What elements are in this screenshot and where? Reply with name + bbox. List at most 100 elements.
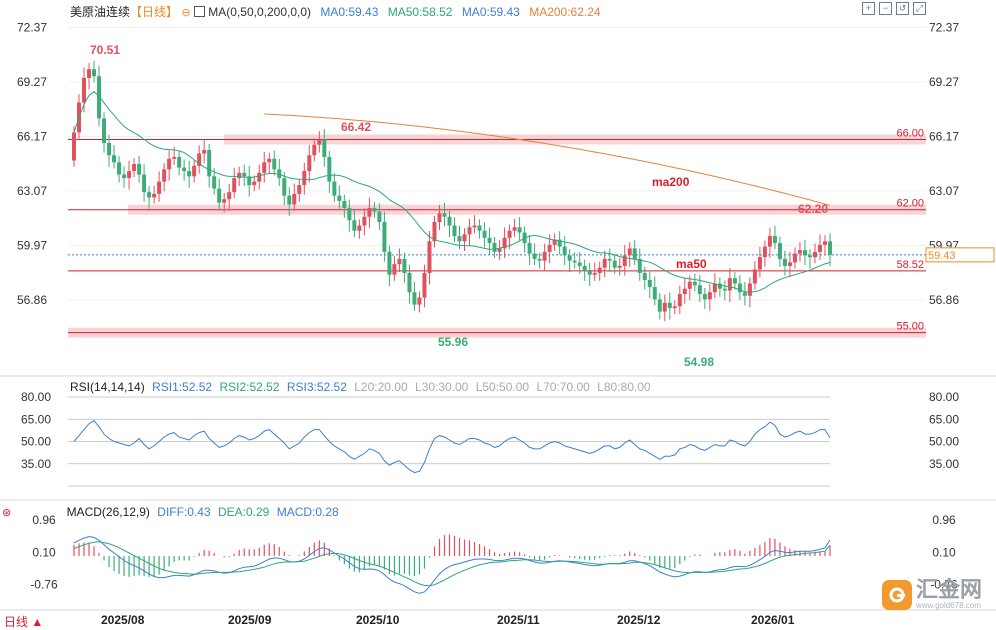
candle-body xyxy=(317,139,322,145)
macd-right-tick: 0.96 xyxy=(932,513,956,527)
candle-body xyxy=(72,132,76,161)
candle-body xyxy=(237,172,242,179)
candle-body xyxy=(667,302,672,309)
candle-body xyxy=(382,222,387,252)
candle-body xyxy=(427,241,432,273)
candle-body xyxy=(402,258,407,273)
rsi-line xyxy=(73,420,831,474)
candle-body xyxy=(302,171,307,186)
candle-body xyxy=(217,188,222,203)
candle-body xyxy=(612,260,617,268)
ma-b-value: MA0:59.43 xyxy=(461,5,520,19)
candle-body xyxy=(272,158,277,170)
right-price-tick: 56.86 xyxy=(929,293,959,307)
period-toggle-icon[interactable]: ⊖ xyxy=(181,7,191,19)
candle-body xyxy=(517,227,522,233)
candle-body xyxy=(327,157,332,182)
rsi-l20: L20:20.00 xyxy=(354,380,408,394)
candle-body xyxy=(332,181,337,196)
macd-title[interactable]: MACD(26,12,9) xyxy=(66,505,150,519)
rsi-panel: 80.00 80.00 65.00 65.00 50.00 50.00 35.00 35.00 xyxy=(21,390,959,487)
right-price-tick: 63.07 xyxy=(929,184,959,198)
left-price-tick: 59.97 xyxy=(17,238,47,252)
candle-body xyxy=(367,207,372,217)
candle-body xyxy=(387,251,392,275)
candle-body xyxy=(507,230,512,238)
rsi-left-tick: 35.00 xyxy=(21,457,51,471)
candle-body xyxy=(407,272,412,293)
candle-body xyxy=(602,258,607,268)
candle-body xyxy=(532,253,537,259)
candle-body xyxy=(252,181,257,186)
candle-body xyxy=(542,251,547,261)
candle-body xyxy=(442,213,447,217)
candle-body xyxy=(737,283,742,293)
candle-body xyxy=(477,225,482,231)
candle-body xyxy=(242,172,247,177)
candle-body xyxy=(772,236,777,244)
target-icon[interactable]: ⊛ xyxy=(2,507,12,519)
candle-body xyxy=(132,164,137,172)
candle-body xyxy=(202,149,207,154)
candle-body xyxy=(157,181,162,194)
ma-params[interactable]: MA(0,50,0,200,0,0) xyxy=(208,5,312,19)
ma50-line xyxy=(73,91,831,293)
candle-body xyxy=(137,164,142,175)
candle-body xyxy=(107,142,112,156)
candle-body xyxy=(287,195,292,205)
candle-body xyxy=(417,297,422,305)
candle-body xyxy=(342,200,347,208)
macd-value: MACD:0.28 xyxy=(276,505,339,519)
restore-icon[interactable]: ↺ xyxy=(896,2,909,15)
candle-body xyxy=(677,294,682,307)
candle-body xyxy=(197,153,202,166)
date-tick: 2025/12 xyxy=(617,613,661,627)
candle-body xyxy=(732,278,737,284)
candle-body xyxy=(562,246,567,256)
candle-body xyxy=(617,265,622,268)
left-price-tick: 69.27 xyxy=(17,75,47,89)
level-label: 62.00 xyxy=(896,198,924,210)
zoom-out-icon[interactable]: − xyxy=(879,2,892,15)
candle-body xyxy=(777,243,782,259)
candle-body xyxy=(472,225,477,228)
candle-body xyxy=(212,176,217,189)
candle-body xyxy=(742,292,747,296)
rsi-legend: RSI(14,14,14) RSI1:52.52 RSI2:52.52 RSI3… xyxy=(70,380,651,394)
rsi-l50: L50:50.00 xyxy=(475,380,530,394)
macd-panel: 0.96 0.96 0.10 0.10 -0.76 -0.76 xyxy=(30,513,958,594)
candle-body xyxy=(607,258,612,261)
candle-body xyxy=(807,255,812,258)
candle-body xyxy=(322,139,327,158)
period-tag[interactable]: 【日线】 xyxy=(130,5,179,19)
ma200-line xyxy=(264,113,831,206)
date-tick: 2025/10 xyxy=(356,613,400,627)
candle-body xyxy=(457,236,462,242)
zoom-in-icon[interactable]: + xyxy=(862,2,875,15)
rsi-title[interactable]: RSI(14,14,14) xyxy=(70,380,145,394)
candle-body xyxy=(307,155,312,172)
candle-body xyxy=(627,248,632,256)
left-price-tick: 66.17 xyxy=(17,129,47,143)
candle-body xyxy=(767,236,772,247)
rsi-l70: L70:70.00 xyxy=(536,380,590,394)
candle-body xyxy=(592,272,597,275)
candle-body xyxy=(482,230,487,238)
candle-body xyxy=(282,178,287,196)
candle-body xyxy=(297,185,302,194)
candle-body xyxy=(672,306,677,309)
candle-body xyxy=(347,207,352,221)
candle-body xyxy=(447,216,452,226)
fullscreen-icon[interactable]: ⤢ xyxy=(913,2,926,15)
low2-price-label: 54.98 xyxy=(684,355,714,369)
candle-body xyxy=(432,222,437,242)
candle-body xyxy=(147,192,152,198)
candle-body xyxy=(547,244,552,252)
rsi-left-tick: 50.00 xyxy=(21,435,51,449)
level-label: 66.00 xyxy=(896,127,924,139)
period-switch-button[interactable]: 日线 ▲ xyxy=(4,615,44,629)
candle-body xyxy=(192,165,197,177)
candle-body xyxy=(632,248,637,259)
indicator-icon[interactable] xyxy=(193,6,205,17)
